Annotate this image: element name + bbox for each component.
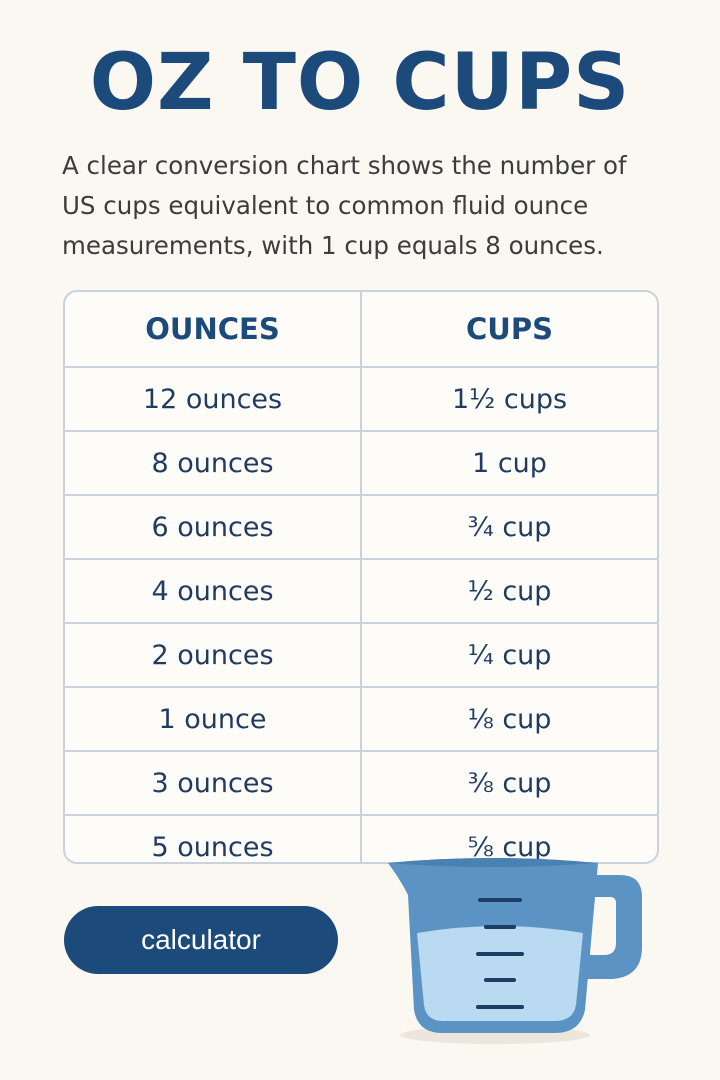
ounces-cell: 12 ounces xyxy=(65,368,362,430)
table-row: 3 ounces ⅜ cup xyxy=(65,750,657,814)
measuring-cup-icon xyxy=(388,858,642,1044)
conversion-table: OUNCES CUPS 12 ounces 1½ cups 8 ounces 1 cu… xyxy=(63,290,659,864)
cups-cell: ⅝ cup xyxy=(467,831,552,863)
cups-cell: ¼ cup xyxy=(467,639,552,671)
table-row: 1 ounce ⅛ cup xyxy=(65,686,657,750)
ounces-cell: 1 ounce xyxy=(65,688,362,750)
cups-cell: ⅜ cup xyxy=(467,767,552,799)
calculator-button[interactable]: calculator xyxy=(64,906,338,974)
header-ounces: OUNCES xyxy=(65,292,362,366)
ounces-cell: 3 ounces xyxy=(65,752,362,814)
table-row: 5 ounces ⅝ cup xyxy=(65,814,657,863)
cups-cell: ½ cup xyxy=(467,575,552,607)
table-row: 12 ounces 1½ cups xyxy=(65,366,657,430)
description: A clear conversion chart shows the numbe… xyxy=(62,151,627,260)
cups-cell: 1 cup xyxy=(472,447,547,479)
cups-cell: ¾ cup xyxy=(467,511,552,543)
page-title: OZ TO CUPS xyxy=(89,38,631,128)
cups-cell: 1½ cups xyxy=(451,383,568,415)
table-header: OUNCES CUPS xyxy=(65,292,657,366)
ounces-cell: 8 ounces xyxy=(65,432,362,494)
ounces-cell: 4 ounces xyxy=(65,560,362,622)
ounces-cell: 5 ounces xyxy=(65,816,362,862)
table-row: 4 ounces ½ cup xyxy=(65,558,657,622)
header-cups: CUPS xyxy=(466,312,553,346)
table-row: 6 ounces ¾ cup xyxy=(65,494,657,558)
cups-cell: ⅛ cup xyxy=(467,703,552,735)
table-row: 2 ounces ¼ cup xyxy=(65,622,657,686)
ounces-cell: 2 ounces xyxy=(65,624,362,686)
ounces-cell: 6 ounces xyxy=(65,496,362,558)
table-row: 8 ounces 1 cup xyxy=(65,430,657,494)
